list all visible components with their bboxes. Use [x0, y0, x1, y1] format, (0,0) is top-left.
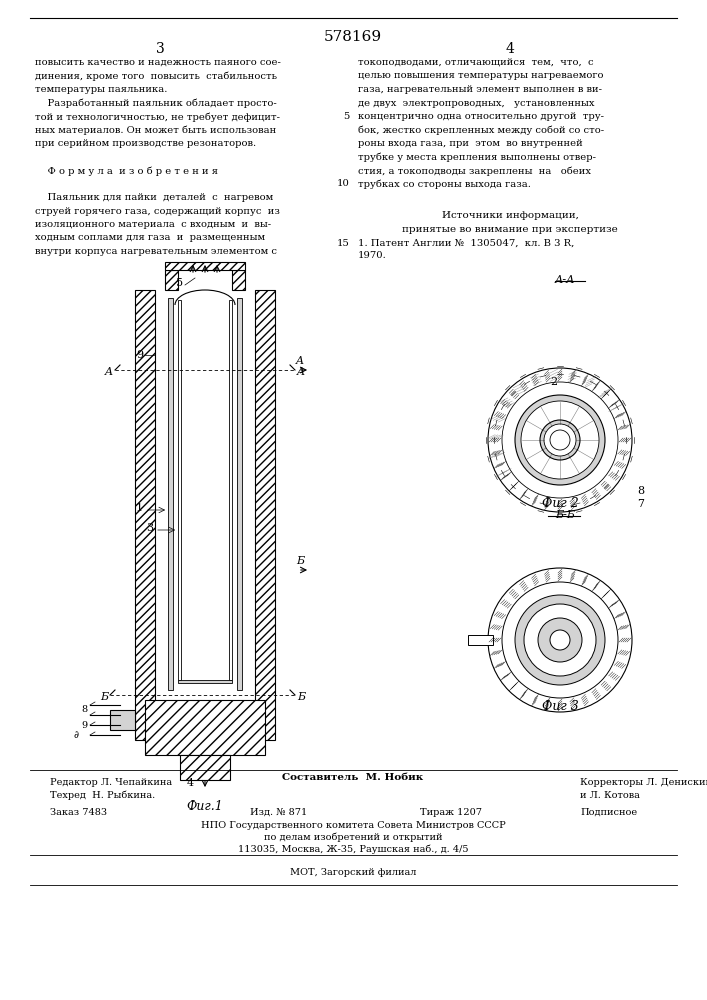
Text: Источники информации,: Источники информации, [442, 212, 578, 221]
Text: динения, кроме того  повысить  стабильность: динения, кроме того повысить стабильност… [35, 72, 277, 81]
Text: принятые во внимание при экспертизе: принятые во внимание при экспертизе [402, 225, 618, 233]
Text: изоляционного материала  с входным  и  вы-: изоляционного материала с входным и вы- [35, 220, 271, 229]
Text: А-А: А-А [555, 275, 575, 285]
Text: Составитель  М. Нобик: Составитель М. Нобик [282, 773, 423, 782]
Text: A: A [296, 356, 304, 366]
Bar [165, 262, 245, 270]
Text: роны входа газа, при  этом  во внутренней: роны входа газа, при этом во внутренней [358, 139, 583, 148]
Text: по делам изобретений и открытий: по делам изобретений и открытий [264, 833, 443, 842]
Text: Фиг 3: Фиг 3 [542, 700, 578, 713]
Text: повысить качество и надежность паяного сое-: повысить качество и надежность паяного с… [35, 58, 281, 67]
Bar [232, 270, 245, 290]
Text: 1970.: 1970. [358, 251, 387, 260]
Bar [178, 300, 181, 680]
Text: 4: 4 [187, 778, 194, 788]
Text: 1. Патент Англии №  1305047,  кл. В 3 R,: 1. Патент Англии № 1305047, кл. В 3 R, [358, 238, 574, 247]
Bar [168, 298, 173, 690]
Circle shape [502, 382, 618, 498]
Text: Техред  Н. Рыбкина.: Техред Н. Рыбкина. [50, 791, 156, 800]
Circle shape [550, 630, 570, 650]
Circle shape [540, 420, 580, 460]
Circle shape [515, 595, 605, 685]
Circle shape [488, 568, 632, 712]
Circle shape [488, 368, 632, 512]
Text: 8: 8 [82, 706, 88, 714]
Text: Б: Б [296, 556, 304, 566]
Text: Б-Б: Б-Б [555, 510, 575, 520]
Circle shape [524, 604, 596, 676]
Circle shape [544, 424, 576, 456]
Circle shape [502, 582, 618, 698]
Bar [165, 270, 178, 290]
Bar [145, 700, 265, 755]
Text: 3: 3 [156, 42, 164, 56]
Circle shape [550, 430, 570, 450]
Bar [110, 710, 135, 730]
Circle shape [521, 401, 599, 479]
Text: 8: 8 [637, 486, 644, 496]
Text: 9: 9 [82, 720, 88, 730]
Text: 113035, Москва, Ж-35, Раушская наб., д. 4/5: 113035, Москва, Ж-35, Раушская наб., д. … [238, 845, 468, 854]
Bar [180, 755, 230, 780]
Text: трубках со стороны выхода газа.: трубках со стороны выхода газа. [358, 180, 531, 189]
Text: МОТ, Загорский филиал: МОТ, Загорский филиал [290, 868, 416, 877]
Text: токоподводами, отличающийся  тем,  что,  с: токоподводами, отличающийся тем, что, с [358, 58, 594, 67]
Text: A: A [297, 367, 305, 377]
Bar [255, 290, 275, 740]
Text: 3: 3 [146, 523, 153, 533]
Text: температуры паяльника.: температуры паяльника. [35, 85, 168, 94]
Text: целью повышения температуры нагреваемого: целью повышения температуры нагреваемого [358, 72, 604, 81]
Text: Разработанный паяльник обладает просто-: Разработанный паяльник обладает просто- [35, 99, 276, 108]
Text: Б: Б [297, 692, 305, 702]
Text: и Л. Котова: и Л. Котова [580, 791, 640, 800]
Text: ходным соплами для газа  и  размещенным: ходным соплами для газа и размещенным [35, 233, 265, 242]
Text: бок, жестко скрепленных между собой со сто-: бок, жестко скрепленных между собой со с… [358, 125, 604, 135]
Text: 5: 5 [176, 278, 183, 288]
Text: Ф о р м у л а  и з о б р е т е н и я: Ф о р м у л а и з о б р е т е н и я [35, 166, 218, 176]
Text: 1: 1 [136, 503, 143, 513]
Bar [178, 680, 232, 683]
Text: Фиг 2: Фиг 2 [542, 497, 578, 510]
Text: 10: 10 [337, 180, 350, 188]
Bar [229, 300, 232, 680]
Text: Тираж 1207: Тираж 1207 [420, 808, 482, 817]
Text: 9: 9 [136, 350, 143, 360]
Text: ∂: ∂ [73, 730, 78, 740]
Bar [135, 290, 155, 740]
Text: при серийном производстве резонаторов.: при серийном производстве резонаторов. [35, 139, 256, 148]
Text: Изд. № 871: Изд. № 871 [250, 808, 308, 817]
Text: 5: 5 [344, 112, 350, 121]
Text: Подписное: Подписное [580, 808, 637, 817]
Text: де двух  электропроводных,   установленных: де двух электропроводных, установленных [358, 99, 595, 107]
Text: ных материалов. Он может быть использован: ных материалов. Он может быть использова… [35, 125, 276, 135]
Text: 15: 15 [337, 238, 350, 247]
Bar [468, 635, 493, 645]
Text: Редактор Л. Чепайкина: Редактор Л. Чепайкина [50, 778, 172, 787]
Text: A: A [105, 367, 113, 377]
Text: 7: 7 [637, 499, 644, 509]
Text: 578169: 578169 [324, 30, 382, 44]
Text: НПО Государственного комитета Совета Министров СССР: НПО Государственного комитета Совета Мин… [201, 821, 506, 830]
Circle shape [515, 395, 605, 485]
Text: концентрично одна относительно другой  тру-: концентрично одна относительно другой тр… [358, 112, 604, 121]
Bar [237, 298, 242, 690]
Text: трубке у места крепления выполнены отвер-: трубке у места крепления выполнены отвер… [358, 152, 596, 162]
Text: Корректоры Л. Денискина: Корректоры Л. Денискина [580, 778, 707, 787]
Text: Паяльник для пайки  деталей  с  нагревом: Паяльник для пайки деталей с нагревом [35, 193, 273, 202]
Text: Фиг.1: Фиг.1 [187, 800, 223, 813]
Text: Б: Б [100, 692, 108, 702]
Text: газа, нагревательный элемент выполнен в ви-: газа, нагревательный элемент выполнен в … [358, 85, 602, 94]
Text: 4: 4 [506, 42, 515, 56]
Text: 2: 2 [550, 377, 557, 387]
Text: внутри корпуса нагревательным элементом с: внутри корпуса нагревательным элементом … [35, 247, 277, 256]
Text: стия, а токоподводы закреплены  на   обеих: стия, а токоподводы закреплены на обеих [358, 166, 591, 176]
Text: той и технологичностью, не требует дефицит-: той и технологичностью, не требует дефиц… [35, 112, 280, 121]
Circle shape [538, 618, 582, 662]
Text: Заказ 7483: Заказ 7483 [50, 808, 107, 817]
Text: струей горячего газа, содержащий корпус  из: струей горячего газа, содержащий корпус … [35, 207, 280, 216]
